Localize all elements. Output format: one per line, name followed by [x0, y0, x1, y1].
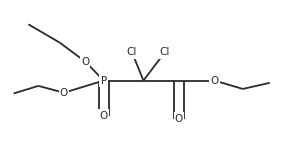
Text: O: O — [99, 111, 108, 121]
Text: O: O — [81, 57, 89, 67]
Text: O: O — [210, 76, 219, 86]
Text: P: P — [101, 76, 107, 86]
Text: Cl: Cl — [127, 47, 137, 57]
Text: Cl: Cl — [160, 47, 170, 57]
Text: O: O — [60, 88, 68, 98]
Text: O: O — [175, 114, 183, 124]
